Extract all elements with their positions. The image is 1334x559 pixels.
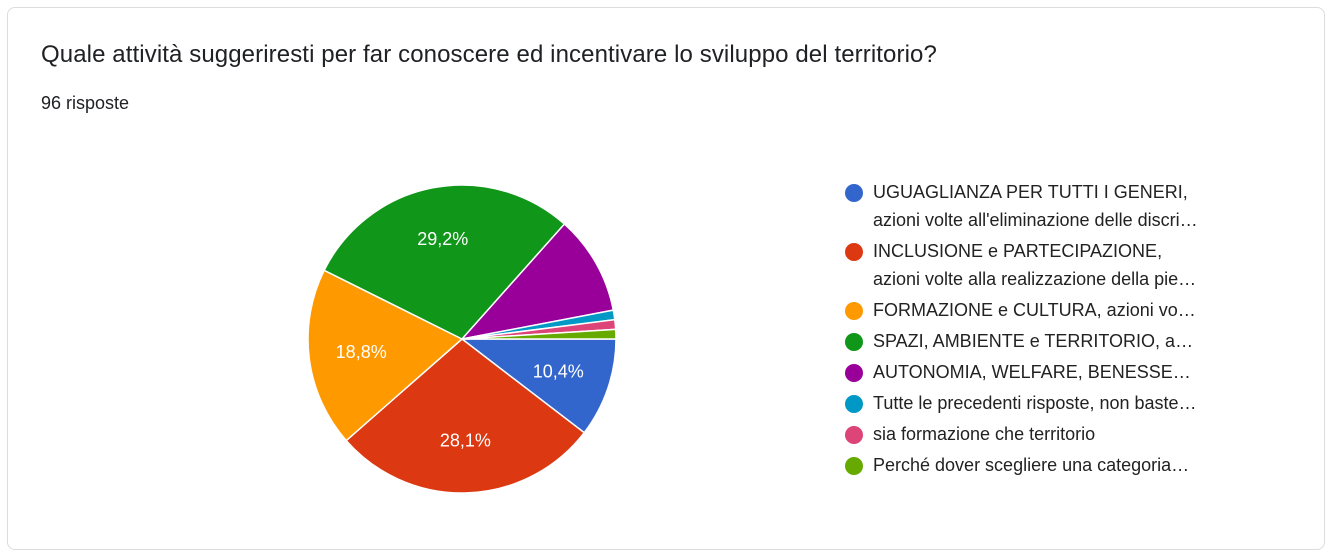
legend-label-line: sia formazione che territorio bbox=[873, 424, 1096, 444]
legend-swatch bbox=[845, 302, 863, 320]
legend-label: INCLUSIONE e PARTECIPAZIONE, azioni volte… bbox=[873, 237, 1253, 293]
legend-label-line: UGUAGLIANZA PER TUTTI I GENERI, bbox=[873, 182, 1188, 202]
legend-label-line: azioni volte all'eliminazione delle disc… bbox=[873, 210, 1198, 230]
pie-slice[interactable] bbox=[459, 338, 617, 434]
response-count: 96 risposte bbox=[41, 93, 130, 113]
pie-slice[interactable] bbox=[323, 184, 566, 340]
chart-card bbox=[7, 7, 1325, 550]
legend-item: Perché dover scegliere una categoria… bbox=[845, 451, 1265, 479]
pie-slices bbox=[307, 184, 617, 494]
legend-label: Perché dover scegliere una categoria… bbox=[873, 451, 1253, 479]
legend-item: Tutte le precedenti risposte, non baste… bbox=[845, 389, 1265, 417]
legend-label: Tutte le precedenti risposte, non baste… bbox=[873, 389, 1253, 417]
pie-slice-label: 18,8% bbox=[336, 342, 387, 362]
legend-label-line: Perché dover scegliere una categoria… bbox=[873, 455, 1190, 475]
legend-label-line: AUTONOMIA, WELFARE, BENESSE… bbox=[873, 362, 1191, 382]
legend-label-line: FORMAZIONE e CULTURA, azioni vo… bbox=[873, 300, 1196, 320]
pie-slice[interactable] bbox=[307, 269, 464, 442]
legend-item: AUTONOMIA, WELFARE, BENESSE… bbox=[845, 358, 1265, 386]
legend-label: AUTONOMIA, WELFARE, BENESSE… bbox=[873, 358, 1253, 386]
legend-swatch bbox=[845, 243, 863, 261]
legend-swatch bbox=[845, 364, 863, 382]
legend-item: INCLUSIONE e PARTECIPAZIONE, azioni volte… bbox=[845, 237, 1265, 293]
legend-label-line: azioni volte alla realizzazione della pi… bbox=[873, 269, 1197, 289]
pie-slice-label: 28,1% bbox=[440, 431, 491, 451]
legend-item: FORMAZIONE e CULTURA, azioni vo… bbox=[845, 296, 1265, 324]
legend-swatch bbox=[845, 333, 863, 351]
pie-slice[interactable] bbox=[459, 222, 615, 341]
legend-label: FORMAZIONE e CULTURA, azioni vo… bbox=[873, 296, 1253, 324]
legend-swatch bbox=[845, 426, 863, 444]
pie-slice[interactable] bbox=[461, 328, 617, 340]
legend-label-line: Tutte le precedenti risposte, non baste… bbox=[873, 393, 1197, 413]
legend-item: UGUAGLIANZA PER TUTTI I GENERI, azioni vo… bbox=[845, 178, 1265, 234]
pie-slice[interactable] bbox=[345, 338, 586, 494]
legend-swatch bbox=[845, 395, 863, 413]
question-title: Quale attività suggeriresti per far cono… bbox=[41, 41, 937, 68]
legend-swatch bbox=[845, 457, 863, 475]
legend-item: sia formazione che territorio bbox=[845, 420, 1265, 448]
legend-item: SPAZI, AMBIENTE e TERRITORIO, a… bbox=[845, 327, 1265, 355]
legend-label: UGUAGLIANZA PER TUTTI I GENERI, azioni vo… bbox=[873, 178, 1253, 234]
pie-labels: 10,4% 28,1% 18,8% 29,2% bbox=[336, 229, 584, 450]
chart-legend: UGUAGLIANZA PER TUTTI I GENERI, azioni vo… bbox=[845, 178, 1265, 479]
legend-label: sia formazione che territorio bbox=[873, 420, 1253, 448]
pie-slice-label: 10,4% bbox=[533, 362, 584, 382]
legend-label-line: SPAZI, AMBIENTE e TERRITORIO, a… bbox=[873, 331, 1194, 351]
pie-slice-label: 29,2% bbox=[417, 229, 468, 249]
legend-swatch bbox=[845, 184, 863, 202]
legend-label: SPAZI, AMBIENTE e TERRITORIO, a… bbox=[873, 327, 1253, 355]
legend-label-line: INCLUSIONE e PARTECIPAZIONE, bbox=[873, 241, 1163, 261]
